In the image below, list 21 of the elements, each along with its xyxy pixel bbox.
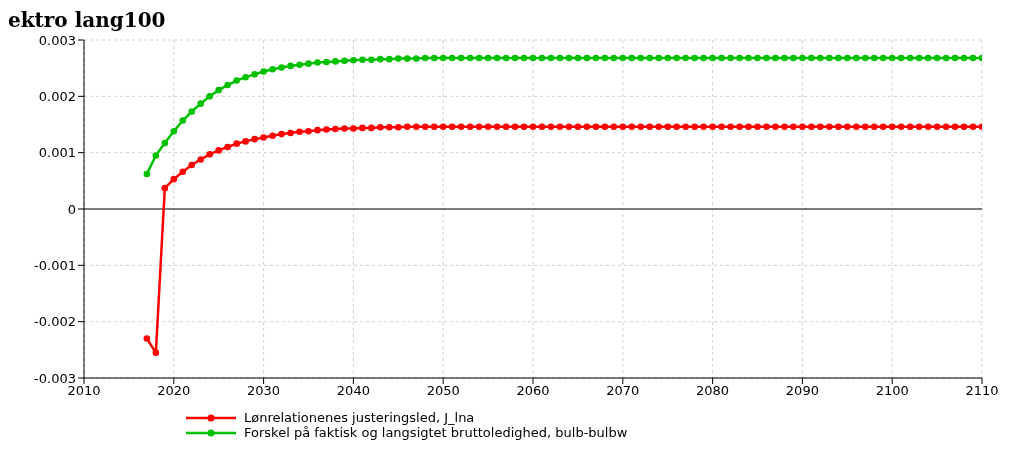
- y-tick-label: -0.003: [34, 370, 76, 386]
- x-tick-label: 2080: [696, 383, 730, 399]
- x-tick-label: 2100: [875, 383, 909, 399]
- y-tick-label: -0.001: [34, 257, 76, 273]
- legend-label: Forskel på faktisk og langsigtet bruttoledighed, bulb-bulbw: [244, 425, 628, 440]
- legend-label: Lønrelationenes justeringsled, J_lna: [244, 410, 475, 425]
- y-tick-label: 0.003: [38, 32, 76, 48]
- x-tick-label: 2010: [67, 383, 101, 399]
- x-tick-label: 2060: [516, 383, 550, 399]
- chart-title: ektro lang100: [8, 8, 167, 32]
- x-tick-label: 2050: [426, 383, 460, 399]
- x-tick-label: 2070: [606, 383, 640, 399]
- y-tick-label: -0.002: [34, 314, 76, 330]
- y-tick-label: 0: [67, 201, 76, 217]
- x-tick-label: 2040: [336, 383, 370, 399]
- y-tick-label: 0.001: [38, 145, 76, 161]
- x-tick-label: 2030: [247, 383, 281, 399]
- y-tick-label: 0.002: [38, 88, 76, 104]
- x-tick-label: 2090: [785, 383, 819, 399]
- x-tick-label: 2020: [157, 383, 191, 399]
- x-tick-label: 2110: [965, 383, 999, 399]
